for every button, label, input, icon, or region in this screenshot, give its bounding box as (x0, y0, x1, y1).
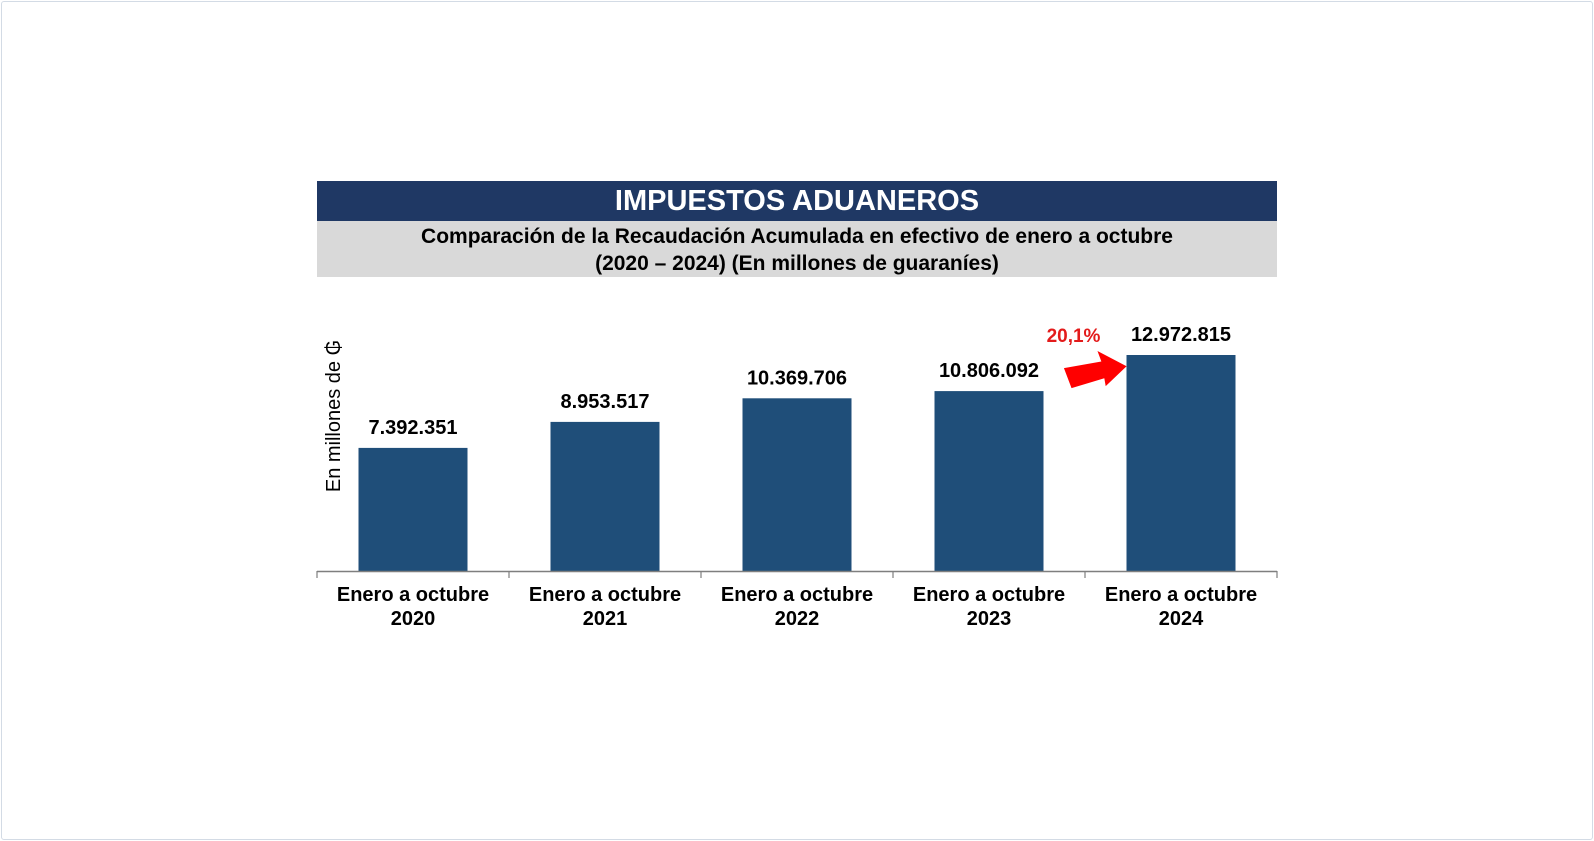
category-label-2021-line-1: Enero a octubre (529, 584, 681, 606)
category-label-2020-line-2: 2020 (391, 608, 436, 630)
category-label-2023-line-2: 2023 (967, 608, 1012, 630)
bar-2020 (358, 447, 468, 571)
value-label-2021: 8.953.517 (561, 391, 650, 413)
bar-2022 (742, 398, 852, 571)
value-label-2020: 7.392.351 (369, 417, 458, 439)
chart-subtitle: Comparación de la Recaudación Acumulada … (317, 221, 1277, 277)
category-label-2022-line-2: 2022 (775, 608, 820, 630)
bar-2024 (1126, 355, 1236, 571)
category-label-2024-line-1: Enero a octubre (1105, 584, 1257, 606)
value-label-2023: 10.806.092 (939, 360, 1039, 382)
category-label-2023-line-1: Enero a octubre (913, 584, 1065, 606)
chart-title: IMPUESTOS ADUANEROS (317, 181, 1277, 221)
category-label-2022-line-1: Enero a octubre (721, 584, 873, 606)
bar-2023 (934, 391, 1044, 571)
category-label-2020-line-1: Enero a octubre (337, 584, 489, 606)
subtitle-line-2: (2020 – 2024) (En millones de guaraníes) (595, 252, 999, 275)
bar-2021 (550, 421, 660, 571)
category-label-2021-line-2: 2021 (583, 608, 628, 630)
arrow-right-icon (1063, 351, 1127, 389)
y-axis-label: En millones de ₲ (323, 340, 345, 492)
category-label-2024-line-2: 2024 (1159, 608, 1204, 630)
value-label-2024: 12.972.815 (1131, 324, 1231, 346)
subtitle-line-1: Comparación de la Recaudación Acumulada … (421, 225, 1173, 248)
value-label-2022: 10.369.706 (747, 367, 847, 389)
growth-percentage-label: 20,1% (1047, 326, 1101, 347)
